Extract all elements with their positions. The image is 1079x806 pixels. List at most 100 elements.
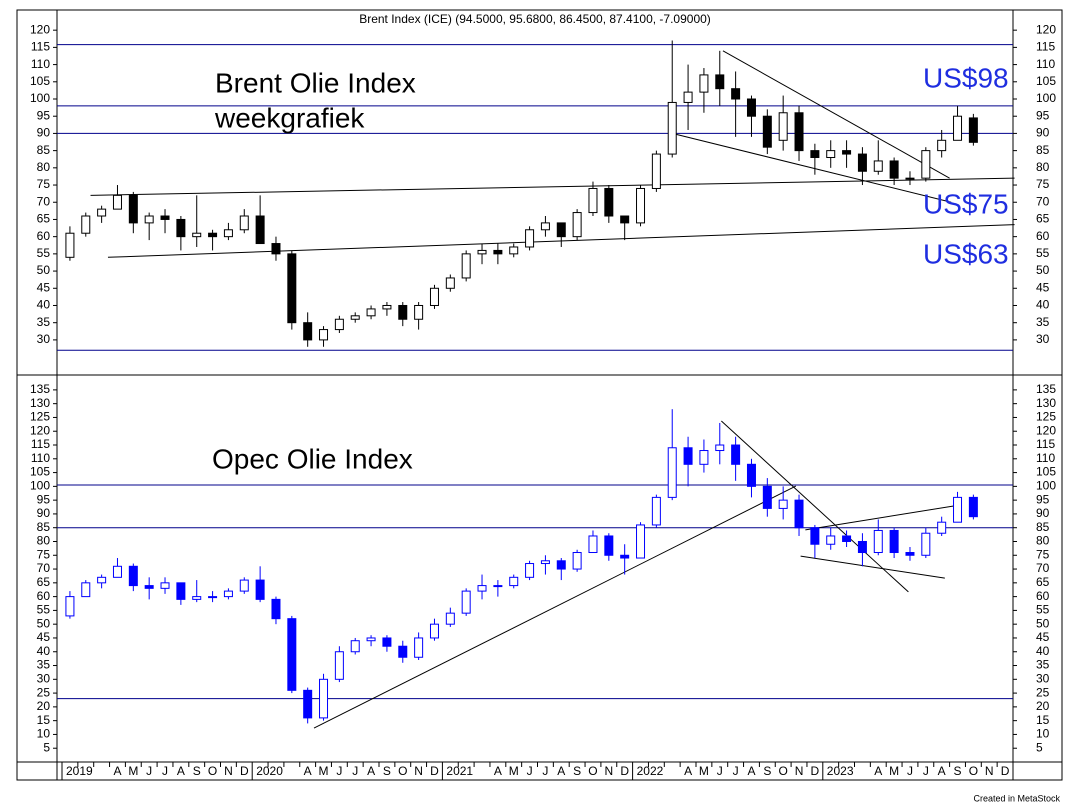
x-tick-label: J <box>923 764 929 778</box>
candle-body <box>192 596 202 600</box>
candle-body <box>429 623 439 639</box>
annotation: Opec Olie Index <box>212 443 413 474</box>
candle-body <box>525 563 535 578</box>
candle-body <box>794 112 804 152</box>
candle-body <box>112 565 122 578</box>
candle-body <box>556 222 566 238</box>
candle-body <box>350 640 360 653</box>
y-tick-label: 95 <box>37 492 51 506</box>
x-tick-label: O <box>779 764 788 778</box>
y-tick-label: 35 <box>37 315 51 329</box>
candle-body <box>731 88 741 100</box>
candle-body <box>857 153 867 172</box>
annotation: US$63 <box>923 238 1009 269</box>
candle-body <box>540 560 550 565</box>
x-tick-label: N <box>604 764 613 778</box>
x-tick-label: 2019 <box>66 764 93 778</box>
candle-body <box>350 315 360 320</box>
x-tick-label: O <box>969 764 978 778</box>
x-tick-label: 2020 <box>256 764 283 778</box>
candle-body <box>778 112 788 141</box>
candle-body <box>620 215 630 224</box>
candle-body <box>239 215 249 231</box>
x-tick-label: A <box>684 764 692 778</box>
y-tick-label: 65 <box>37 575 51 589</box>
trend-line <box>721 420 909 593</box>
candle-body <box>239 579 249 592</box>
x-tick-label: J <box>717 764 723 778</box>
candle-body <box>889 529 899 554</box>
y-tick-label: 70 <box>37 194 51 208</box>
candle-body <box>445 612 455 625</box>
candle-body <box>842 150 852 155</box>
x-tick-label: J <box>162 764 168 778</box>
x-tick-label: D <box>430 764 439 778</box>
x-tick-label: J <box>542 764 548 778</box>
y-tick-label: 80 <box>1036 160 1050 174</box>
candle-body <box>509 576 519 587</box>
y-tick-label: 75 <box>1036 547 1050 561</box>
y-tick-label: 100 <box>30 479 50 493</box>
candle-body <box>319 678 329 719</box>
y-tick-label: 10 <box>37 727 51 741</box>
footer: Created in MetaStock <box>973 793 1060 803</box>
y-tick-label: 65 <box>1036 575 1050 589</box>
candle-body <box>873 529 883 554</box>
candle-body <box>683 447 693 465</box>
candle-body <box>620 554 630 559</box>
trend-line <box>722 50 950 179</box>
x-tick-label: O <box>208 764 217 778</box>
candle-body <box>794 499 804 529</box>
candle-body <box>271 598 281 620</box>
y-tick-label: 50 <box>37 616 51 630</box>
y-tick-label: 70 <box>37 561 51 575</box>
y-tick-label: 45 <box>37 630 51 644</box>
annotation: weekgrafiek <box>214 102 365 133</box>
x-tick-label: M <box>128 764 138 778</box>
candle-body <box>287 253 297 324</box>
candle-body <box>303 689 313 719</box>
candle-body <box>334 651 344 680</box>
y-tick-label: 125 <box>30 410 50 424</box>
y-tick-label: 15 <box>1036 713 1050 727</box>
candle-body <box>366 308 376 317</box>
y-tick-label: 10 <box>1036 727 1050 741</box>
x-tick-label: S <box>193 764 201 778</box>
candle-body <box>556 560 566 570</box>
y-tick-label: 55 <box>1036 603 1050 617</box>
x-tick-label: S <box>383 764 391 778</box>
y-tick-label: 105 <box>30 74 50 88</box>
y-tick-label: 120 <box>30 423 50 437</box>
y-tick-label: 115 <box>31 437 50 451</box>
y-tick-label: 75 <box>1036 177 1050 191</box>
annotation: US$98 <box>923 62 1009 93</box>
candle-body <box>842 535 852 542</box>
candle-body <box>176 582 186 600</box>
candle-body <box>255 579 265 600</box>
y-tick-label: 70 <box>1036 561 1050 575</box>
y-tick-label: 55 <box>37 603 51 617</box>
x-tick-label: D <box>240 764 249 778</box>
candle-body <box>223 590 233 598</box>
x-tick-label: S <box>954 764 962 778</box>
trend-line <box>800 555 945 579</box>
candle-body <box>746 463 756 487</box>
y-tick-label: 85 <box>1036 520 1050 534</box>
y-tick-label: 90 <box>37 126 51 140</box>
candle-body <box>223 229 233 238</box>
y-tick-label: 105 <box>1036 74 1056 88</box>
x-tick-label: D <box>620 764 629 778</box>
candle-body <box>65 596 75 617</box>
candle-body <box>953 496 963 523</box>
candle-body <box>905 177 915 180</box>
x-tick-label: A <box>494 764 502 778</box>
candle-body <box>667 447 677 498</box>
x-tick-label: S <box>763 764 771 778</box>
y-tick-label: 95 <box>37 108 51 122</box>
y-tick-label: 45 <box>1036 280 1050 294</box>
x-tick-label: N <box>224 764 233 778</box>
y-tick-label: 70 <box>1036 194 1050 208</box>
y-tick-label: 65 <box>1036 212 1050 226</box>
y-tick-label: 90 <box>1036 506 1050 520</box>
candle-body <box>128 194 138 224</box>
